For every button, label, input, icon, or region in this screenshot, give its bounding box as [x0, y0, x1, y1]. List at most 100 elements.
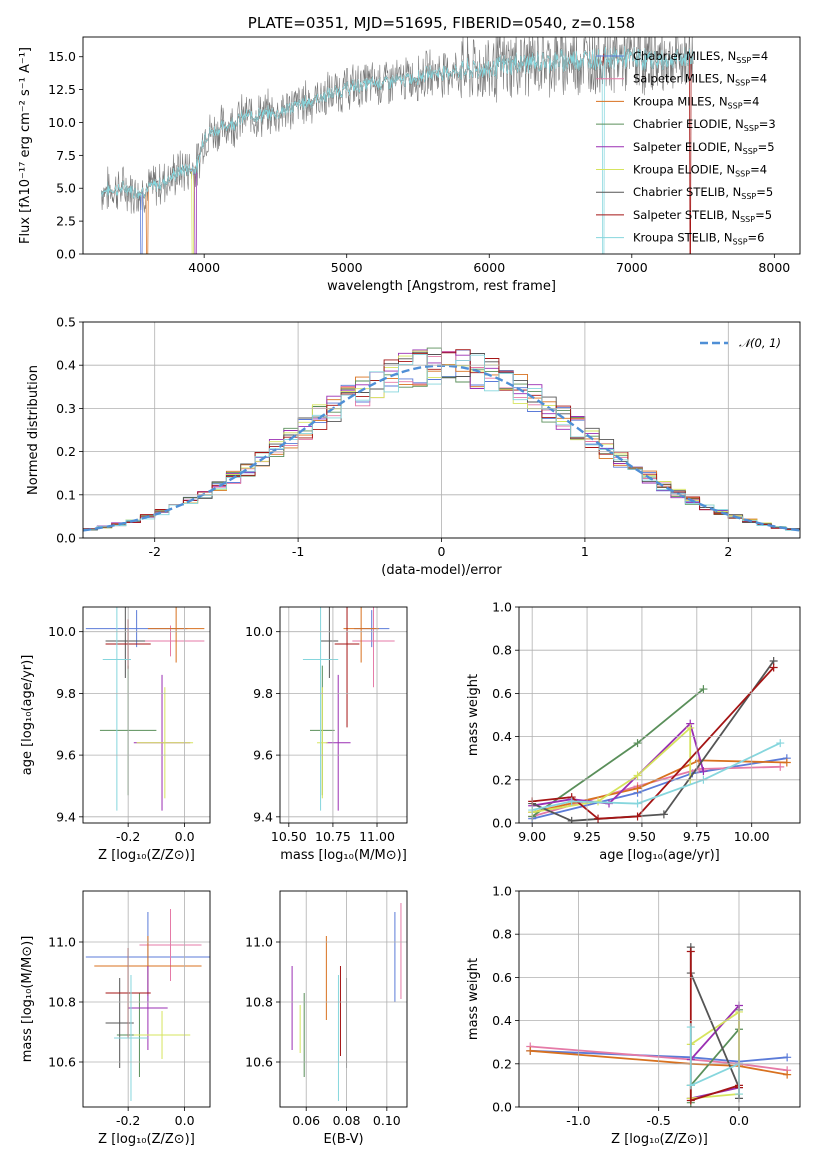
- x-tick-label: 0.0: [729, 1113, 749, 1128]
- y-tick-label: 0.3: [56, 401, 76, 416]
- weight-marker: [686, 1023, 695, 1032]
- x-tick-label: 8000: [758, 260, 790, 275]
- legend-label: Kroupa STELIB, NSSP=6: [633, 231, 764, 247]
- x-tick-label: 4000: [188, 260, 220, 275]
- weight-line-2: [530, 1045, 788, 1072]
- y-tick-label: 11.0: [245, 935, 273, 950]
- panel-mass-vs-ebv: 0.06 0.08 0.10 10.6 10.8 11.0 E(B-V): [245, 890, 408, 1147]
- weight-marker: [769, 663, 778, 672]
- y-tick-label: 0.6: [492, 970, 512, 985]
- y-tick-label: 9.4: [253, 809, 273, 824]
- panel-age-vs-Z: -0.2 0.0 9.4 9.6 9.8 10.0 Z [log₁₀(Z/Z⊙)] age […: [20, 606, 211, 863]
- x-tick-label: 1: [581, 544, 589, 559]
- x-tick-label: -0.5: [647, 1113, 671, 1128]
- weight-marker: [776, 762, 785, 771]
- y-tick-label: 0.8: [492, 927, 512, 942]
- x-axis-label: mass [log₁₀(M/M⊙)]: [280, 848, 407, 863]
- legend-label: Chabrier STELIB, NSSP=5: [633, 185, 773, 201]
- chart-title: PLATE=0351, MJD=51695, FIBERID=0540, z=0…: [248, 14, 635, 32]
- legend-label: Salpeter ELODIE, NSSP=5: [633, 140, 775, 156]
- weight-marker: [699, 767, 708, 776]
- legend-label: Chabrier MILES, NSSP=4: [633, 49, 768, 65]
- y-axis-label: Flux [fλ10⁻¹⁷ erg cm⁻² s⁻¹ A⁻¹]: [18, 47, 33, 244]
- y-tick-label: 0.2: [492, 772, 512, 787]
- panel-residuals: -2 -1 0 1 2 0.0 0.1 0.2 0.3 0.4 0.5 (data-model)/er…: [26, 315, 801, 578]
- x-axis-label: Z [log₁₀(Z/Z⊙)]: [611, 1132, 708, 1147]
- x-tick-label: 10.00: [734, 829, 770, 844]
- x-tick-label: 5000: [331, 260, 363, 275]
- y-tick-label: 10.8: [245, 995, 273, 1010]
- x-tick-label: 10.75: [315, 829, 351, 844]
- y-tick-label: 0.6: [492, 686, 512, 701]
- y-tick-label: 10.0: [48, 115, 76, 130]
- x-tick-label: 0.10: [373, 1113, 401, 1128]
- legend-label: Salpeter STELIB, NSSP=5: [633, 208, 772, 224]
- y-tick-label: 10.6: [48, 1055, 76, 1070]
- weight-marker: [526, 1046, 535, 1055]
- x-tick-label: 9.75: [683, 829, 711, 844]
- x-tick-label: 10.50: [271, 829, 307, 844]
- y-tick-label: 15.0: [48, 49, 76, 64]
- x-tick-label: -0.2: [116, 1113, 140, 1128]
- y-tick-label: 9.6: [56, 748, 76, 763]
- y-tick-label: 0.4: [492, 729, 512, 744]
- axes-frame: [279, 890, 408, 1108]
- x-tick-label: 9.00: [518, 829, 546, 844]
- x-axis-label: wavelength [Angstrom, rest frame]: [327, 279, 556, 294]
- x-tick-label: 0.06: [292, 1113, 320, 1128]
- plot-area-age-vs-Z: [85, 607, 205, 811]
- weight-marker: [686, 1081, 695, 1090]
- x-tick-label: 0.0: [175, 829, 195, 844]
- axes-frame: [82, 890, 211, 1108]
- panel-age-vs-mass: 10.50 10.75 11.00 9.4 9.6 9.8 10.0 mass [log₁₀(…: [245, 606, 408, 863]
- y-tick-label: 9.6: [253, 748, 273, 763]
- y-axis-label: mass [log₁₀(M/M⊙)]: [20, 936, 35, 1063]
- y-tick-label: 12.5: [48, 82, 76, 97]
- weight-marker: [699, 685, 708, 694]
- weight-marker: [567, 797, 576, 806]
- axes-frame: [518, 606, 801, 824]
- y-tick-label: 0.2: [492, 1056, 512, 1071]
- weight-line-3: [530, 1049, 788, 1076]
- y-tick-label: 0.1: [56, 487, 76, 502]
- y-tick-label: 1.0: [492, 600, 512, 615]
- y-tick-label: 0.0: [56, 247, 76, 262]
- panel-weight-vs-age: 9.00 9.25 9.50 9.75 10.00 0.0 0.2 0.4 0.6 0.8 1.0 a…: [466, 600, 801, 863]
- model-line-9: [101, 45, 694, 254]
- weight-marker: [633, 771, 642, 780]
- x-tick-label: 0.08: [333, 1113, 361, 1128]
- weight-marker: [567, 816, 576, 823]
- y-tick-label: 7.5: [56, 148, 76, 163]
- weight-marker: [659, 810, 668, 819]
- x-tick-label: 9.25: [573, 829, 601, 844]
- weight-marker: [783, 1053, 792, 1062]
- y-tick-label: 9.4: [56, 809, 76, 824]
- weight-marker: [686, 947, 695, 956]
- y-tick-label: 0.5: [56, 315, 76, 330]
- axes-frame: [82, 606, 211, 824]
- axes-frame: [518, 890, 801, 1108]
- weight-line-1: [531, 757, 787, 820]
- y-tick-label: 9.8: [56, 686, 76, 701]
- axes-frame: [82, 321, 801, 539]
- axes-frame: [82, 36, 801, 255]
- y-axis-label: age [log₁₀(age/yr)]: [20, 655, 35, 776]
- x-tick-label: 7000: [616, 260, 648, 275]
- y-tick-label: 1.0: [492, 884, 512, 899]
- x-tick-label: -0.2: [116, 829, 140, 844]
- x-tick-label: 11.00: [359, 829, 395, 844]
- legend-label: Salpeter MILES, NSSP=4: [633, 72, 767, 88]
- x-axis-label: (data-model)/error: [381, 563, 502, 578]
- legend-label: Chabrier ELODIE, NSSP=3: [633, 117, 776, 133]
- y-tick-label: 0.4: [492, 1013, 512, 1028]
- weight-line-8: [532, 666, 775, 820]
- y-tick-label: 10.0: [48, 624, 76, 639]
- x-tick-label: -2: [148, 544, 160, 559]
- y-tick-label: 0.4: [56, 358, 76, 373]
- x-tick-label: 6000: [473, 260, 505, 275]
- x-axis-label: age [log₁₀(age/yr)]: [599, 848, 720, 863]
- legend-label: Kroupa MILES, NSSP=4: [633, 94, 759, 110]
- y-tick-label: 10.6: [245, 1055, 273, 1070]
- y-tick-label: 0.0: [56, 531, 76, 546]
